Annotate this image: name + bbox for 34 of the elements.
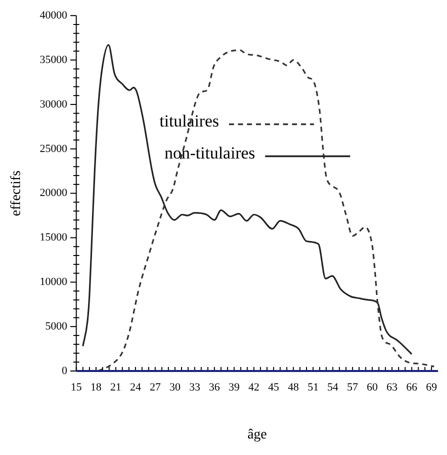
x-tick-label: 15 bbox=[70, 381, 82, 394]
x-tick-label: 21 bbox=[110, 381, 122, 394]
x-axis-title: âge bbox=[247, 427, 267, 442]
x-tick-label: 69 bbox=[426, 381, 438, 394]
x-tick-label: 24 bbox=[130, 381, 142, 394]
x-tick-label: 54 bbox=[327, 381, 339, 394]
x-tick-label: 42 bbox=[248, 381, 260, 394]
x-tick-label: 51 bbox=[308, 381, 319, 394]
x-tick-label: 45 bbox=[268, 381, 280, 394]
x-tick-label: 39 bbox=[228, 381, 240, 394]
x-tick-label: 63 bbox=[386, 381, 398, 394]
y-axis-title: effectifs bbox=[9, 170, 24, 216]
legend-label: non-titulaires bbox=[164, 144, 256, 163]
x-tick-label: 66 bbox=[406, 381, 418, 394]
x-tick-label: 27 bbox=[150, 381, 162, 394]
y-tick-label: 5000 bbox=[45, 320, 68, 332]
y-tick-label: 10000 bbox=[40, 276, 68, 288]
legend-label: titulaires bbox=[160, 112, 219, 131]
x-tick-label: 18 bbox=[90, 381, 102, 394]
y-tick-label: 35000 bbox=[40, 54, 68, 66]
x-tick-label: 48 bbox=[288, 381, 300, 394]
x-tick-label: 57 bbox=[347, 381, 359, 394]
y-tick-label: 20000 bbox=[40, 187, 68, 200]
y-tick-label: 30000 bbox=[40, 98, 68, 110]
y-tick-label: 0 bbox=[62, 364, 68, 377]
x-tick-label: 36 bbox=[208, 381, 220, 394]
line-series bbox=[82, 44, 413, 355]
x-tick-label: 60 bbox=[366, 381, 378, 394]
y-tick-label: 25000 bbox=[40, 142, 68, 155]
y-tick-label: 15000 bbox=[40, 232, 68, 244]
line-series bbox=[97, 49, 435, 371]
x-tick-label: 33 bbox=[189, 381, 201, 394]
x-tick-label: 30 bbox=[169, 381, 181, 394]
y-tick-label: 40000 bbox=[40, 9, 68, 22]
